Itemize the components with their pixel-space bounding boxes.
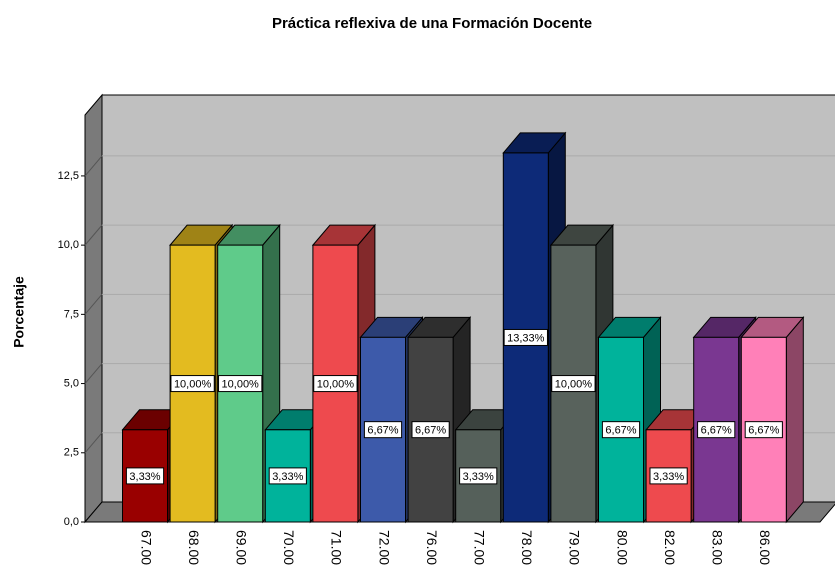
value-label-box — [125, 467, 165, 485]
x-tick-label: 67.00 — [138, 530, 154, 565]
value-label: 10,00% — [174, 378, 212, 390]
x-tick-label: 71.00 — [329, 530, 345, 565]
value-label-box — [170, 375, 215, 393]
y-axis-label: Porcentaje — [11, 276, 27, 348]
y-tick-label: 2,5 — [64, 447, 79, 459]
value-label: 6,67% — [748, 425, 779, 437]
x-tick-label: 69.00 — [233, 530, 249, 565]
x-tick-label: 76.00 — [424, 530, 440, 565]
value-label-box — [503, 328, 548, 346]
value-label-box — [459, 467, 498, 485]
grid-line — [84, 224, 103, 246]
x-tick-label: 77.00 — [471, 530, 487, 565]
y-tick-label: 10,0 — [58, 239, 79, 251]
value-label-box — [649, 467, 688, 485]
value-label-box — [218, 375, 263, 393]
x-tick-label: 78.00 — [519, 530, 535, 565]
x-tick-label: 72.00 — [376, 530, 392, 565]
value-label: 13,33% — [507, 332, 545, 344]
y-tick-label: 7,5 — [64, 308, 79, 320]
value-label: 3,33% — [272, 471, 303, 483]
value-label-box — [268, 467, 307, 485]
value-label: 6,67% — [605, 425, 636, 437]
value-label: 10,00% — [555, 378, 593, 390]
y-tick-label: 12,5 — [58, 170, 79, 182]
x-tick-label: 80.00 — [614, 530, 630, 565]
value-label-box — [697, 421, 736, 439]
x-tick-label: 83.00 — [709, 530, 725, 565]
value-label-box — [363, 421, 403, 439]
bar-side — [785, 315, 804, 524]
value-label-box — [601, 421, 641, 439]
grid-line — [84, 155, 103, 177]
value-label-box — [313, 375, 358, 393]
value-label: 6,67% — [701, 425, 732, 437]
chart-title: Práctica reflexiva de una Formación Doce… — [272, 15, 592, 32]
value-label: 10,00% — [222, 378, 260, 390]
value-label: 10,00% — [317, 378, 355, 390]
value-label-box — [744, 421, 783, 439]
value-label-box — [551, 375, 596, 393]
grid-line — [84, 363, 103, 384]
grid-line — [84, 432, 103, 454]
value-label: 6,67% — [367, 425, 398, 437]
value-label: 3,33% — [653, 471, 684, 483]
x-tick-label: 70.00 — [281, 530, 297, 565]
y-tick-label: 5,0 — [64, 377, 79, 389]
x-tick-label: 82.00 — [662, 530, 678, 565]
x-tick-label: 79.00 — [567, 530, 583, 565]
grid-line — [84, 294, 103, 315]
x-tick-label: 86.00 — [757, 530, 773, 565]
value-label: 3,33% — [463, 471, 494, 483]
value-label-box — [411, 421, 450, 439]
value-label: 6,67% — [415, 425, 446, 437]
x-tick-label: 68.00 — [186, 530, 202, 565]
y-tick-label: 0,0 — [64, 516, 79, 528]
value-label: 3,33% — [129, 471, 160, 483]
